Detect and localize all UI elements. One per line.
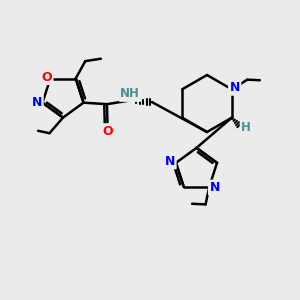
- Text: N: N: [32, 96, 42, 109]
- Text: NH: NH: [120, 88, 140, 100]
- Text: O: O: [41, 70, 52, 83]
- Text: O: O: [102, 125, 113, 138]
- Text: N: N: [230, 81, 240, 94]
- Text: H: H: [241, 121, 251, 134]
- Text: N: N: [209, 181, 220, 194]
- Text: N: N: [165, 155, 175, 168]
